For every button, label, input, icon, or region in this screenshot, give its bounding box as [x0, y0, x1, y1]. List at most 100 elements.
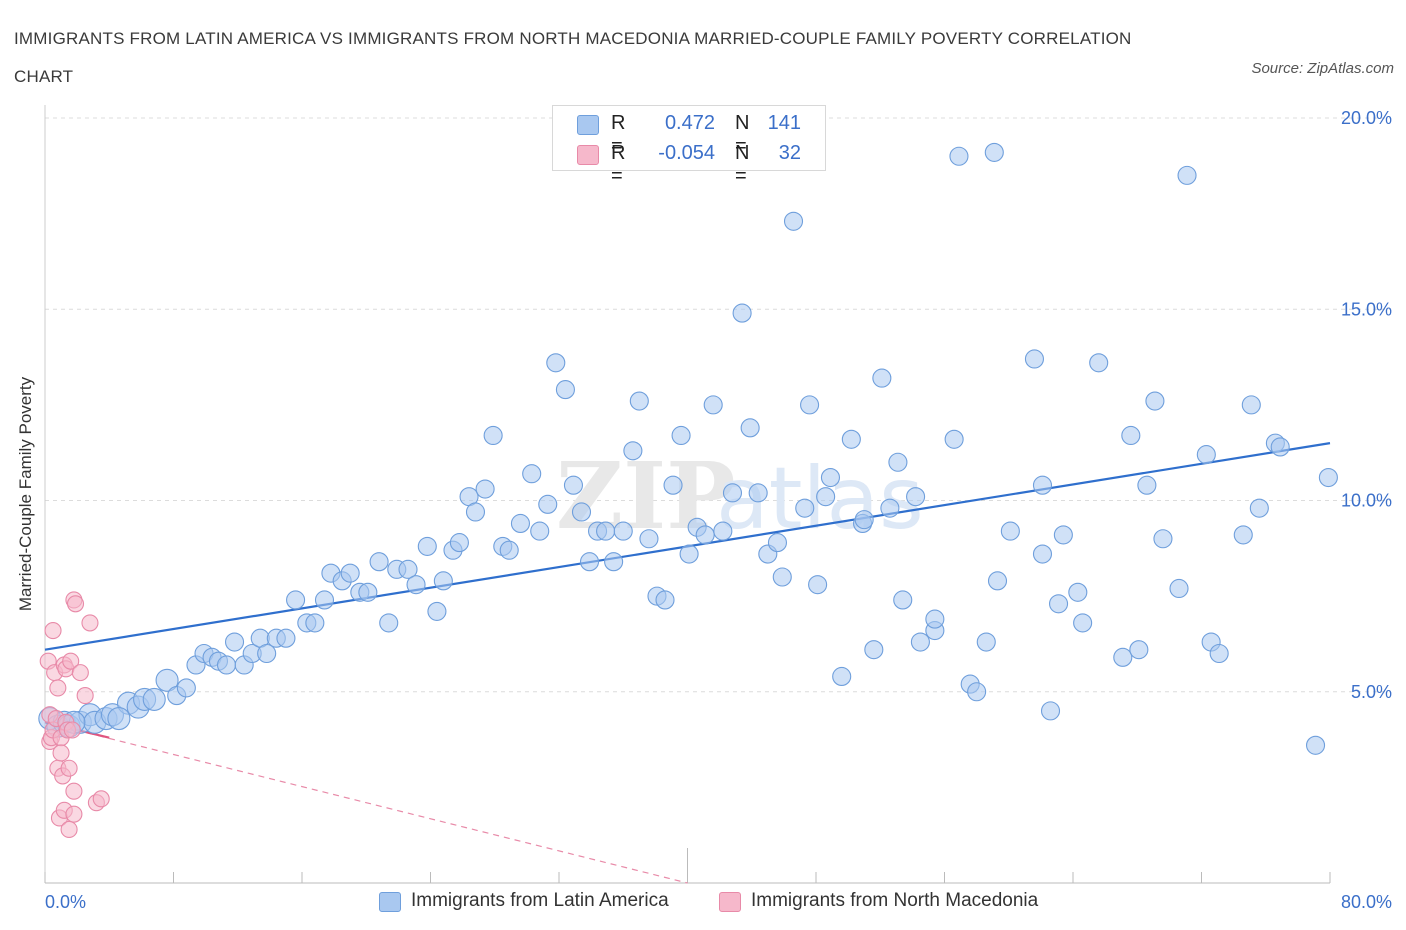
point-latin-america — [820, 467, 841, 488]
point-latin-america — [398, 559, 418, 579]
point-latin-america — [1270, 437, 1290, 457]
point-latin-america — [1129, 640, 1149, 660]
legend-swatch-latin-america — [379, 892, 401, 912]
point-latin-america — [772, 567, 792, 587]
x-tick-label-min: 0.0% — [45, 892, 86, 912]
legend-r-value: -0.054 — [658, 142, 715, 164]
legend-r-label: R = — [611, 142, 626, 187]
legend-r-label: R = — [611, 112, 626, 157]
legend-label-latin-america: Immigrants from Latin America — [411, 890, 669, 911]
point-latin-america — [604, 552, 624, 572]
point-latin-america — [1089, 353, 1109, 373]
point-latin-america — [767, 533, 788, 553]
point-north-macedonia — [49, 679, 67, 697]
point-latin-america — [639, 529, 659, 549]
point-latin-america — [1145, 391, 1165, 411]
point-latin-america — [555, 380, 575, 400]
point-north-macedonia — [81, 614, 99, 632]
point-latin-america — [305, 613, 325, 633]
point-latin-america — [427, 601, 447, 621]
trend-line-north-macedonia-dashed — [44, 721, 688, 884]
point-latin-america — [748, 483, 768, 503]
point-latin-america — [563, 475, 584, 495]
point-latin-america — [944, 429, 964, 449]
point-latin-america — [596, 521, 616, 541]
point-latin-america — [286, 590, 306, 610]
legend-swatch-north-macedonia — [719, 892, 741, 912]
point-latin-america — [800, 395, 820, 415]
point-latin-america — [808, 575, 828, 595]
legend-r-value: 0.472 — [664, 112, 715, 134]
point-latin-america — [1032, 475, 1053, 495]
y-tick-label: 20.0% — [1341, 108, 1392, 128]
point-latin-america — [984, 142, 1004, 162]
point-latin-america — [538, 494, 558, 514]
point-latin-america — [579, 552, 600, 572]
point-latin-america — [340, 563, 360, 583]
x-tick-label-max: 80.0% — [1341, 892, 1392, 912]
point-latin-america — [888, 452, 908, 472]
point-latin-america — [1053, 525, 1073, 545]
correlation-legend: R = 0.472 N = 141 R = -0.054 N = 32 — [552, 105, 826, 187]
point-latin-america — [1048, 594, 1069, 614]
point-north-macedonia — [63, 721, 81, 739]
point-latin-america — [629, 391, 649, 411]
point-north-macedonia — [65, 805, 83, 823]
point-latin-america — [906, 487, 926, 507]
point-latin-america — [107, 706, 131, 731]
legend-n-label: N = — [735, 142, 750, 187]
point-latin-america — [510, 513, 531, 534]
point-latin-america — [976, 632, 996, 652]
point-latin-america — [1209, 643, 1229, 664]
point-latin-america — [872, 368, 892, 388]
point-latin-america — [841, 429, 861, 449]
point-latin-america — [623, 441, 643, 461]
point-latin-america — [679, 544, 699, 564]
point-latin-america — [703, 395, 723, 415]
legend-n-value: 32 — [778, 142, 801, 164]
point-latin-america — [475, 479, 495, 499]
point-latin-america — [1000, 521, 1020, 541]
point-latin-america — [854, 510, 874, 530]
point-latin-america — [671, 425, 691, 446]
point-latin-america — [369, 552, 389, 572]
point-latin-america — [314, 590, 335, 610]
point-latin-america — [483, 425, 503, 446]
point-north-macedonia — [66, 595, 85, 613]
point-latin-america — [732, 303, 752, 323]
point-north-macedonia — [76, 687, 94, 705]
point-north-macedonia — [65, 782, 83, 800]
point-north-macedonia — [60, 759, 78, 777]
point-latin-america — [1137, 475, 1157, 495]
point-latin-america — [740, 418, 760, 438]
point-latin-america — [967, 682, 987, 702]
y-tick-label: 15.0% — [1341, 299, 1392, 319]
point-latin-america — [663, 475, 683, 495]
point-latin-america — [257, 643, 277, 664]
point-north-macedonia — [44, 621, 62, 640]
data-points — [38, 142, 1338, 839]
chart-title: IMMIGRANTS FROM LATIN AMERICA VS IMMIGRA… — [14, 29, 1132, 86]
point-latin-america — [546, 353, 566, 373]
point-latin-america — [530, 521, 550, 541]
point-latin-america — [1073, 613, 1093, 633]
point-latin-america — [695, 525, 715, 545]
point-north-macedonia — [60, 820, 78, 839]
point-latin-america — [722, 483, 743, 503]
point-north-macedonia — [71, 664, 89, 682]
point-latin-america — [1305, 735, 1326, 755]
point-latin-america — [417, 536, 437, 556]
series-legend: Immigrants from Latin America Immigrants… — [0, 889, 1406, 915]
point-latin-america — [499, 540, 519, 560]
point-latin-america — [1249, 498, 1269, 518]
legend-n-value: 141 — [767, 112, 801, 134]
point-latin-america — [379, 613, 399, 633]
source-label: Source: ZipAtlas.com — [1251, 60, 1394, 77]
point-latin-america — [276, 628, 296, 648]
legend-swatch-latin-america — [577, 115, 599, 135]
point-latin-america — [1040, 701, 1061, 721]
point-latin-america — [522, 464, 542, 484]
point-latin-america — [1153, 529, 1173, 549]
point-latin-america — [406, 575, 426, 595]
